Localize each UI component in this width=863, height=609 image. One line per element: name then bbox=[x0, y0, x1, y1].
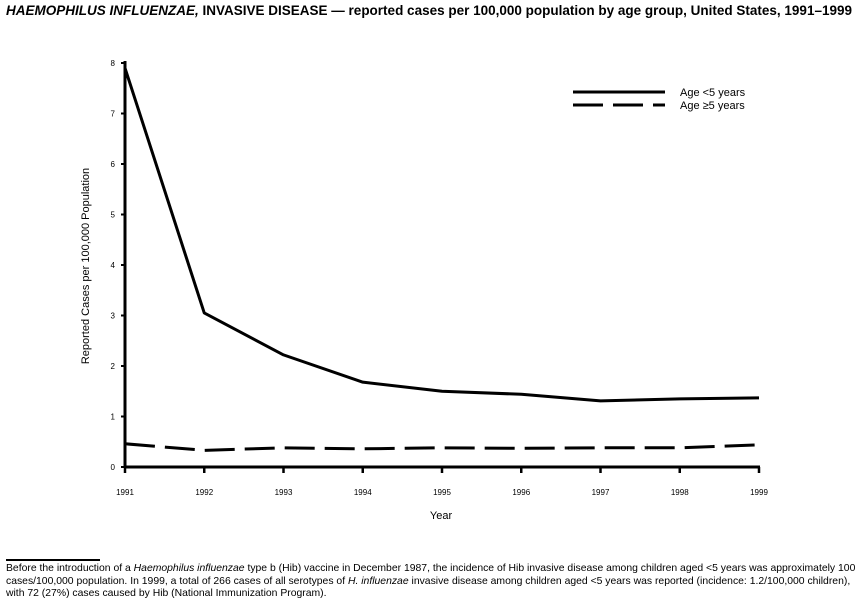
title-italic: HAEMOPHILUS INFLUENZAE, bbox=[6, 3, 199, 18]
x-tick-label: 1992 bbox=[195, 488, 213, 497]
y-tick-label: 2 bbox=[111, 362, 116, 371]
x-tick-label: 1997 bbox=[592, 488, 610, 497]
footnote-italic: H. influenzae bbox=[347, 575, 409, 587]
footnote-text: Before the introduction of a bbox=[6, 563, 134, 574]
x-tick-label: 1993 bbox=[275, 488, 293, 497]
series-line-1 bbox=[124, 442, 760, 452]
series-line-0 bbox=[123, 67, 760, 403]
x-tick-label: 1999 bbox=[750, 488, 768, 497]
y-tick-label: 7 bbox=[111, 110, 116, 119]
y-tick-label: 1 bbox=[111, 413, 116, 422]
x-tick-label: 1996 bbox=[512, 488, 530, 497]
y-tick-label: 0 bbox=[111, 463, 116, 472]
footnote-text: invasive disease among children aged <5 … bbox=[6, 575, 851, 600]
y-tick-label: 6 bbox=[111, 160, 116, 169]
x-tick-label: 1991 bbox=[116, 488, 134, 497]
y-axis-label: Reported Cases per 100,000 Population bbox=[80, 168, 92, 364]
chart-title: HAEMOPHILUS INFLUENZAE, INVASIVE DISEASE… bbox=[6, 3, 856, 19]
y-tick-label: 5 bbox=[111, 211, 116, 220]
line-chart: 0 1 2 3 4 5 6 7 8 1991 1992 1993 1994 1995 1996 1997 199… bbox=[80, 59, 768, 522]
legend-label-1: Age ≥5 years bbox=[680, 100, 745, 112]
x-axis-label: Year bbox=[430, 510, 453, 522]
footnote: Before the introduction of a Haemophilus… bbox=[6, 563, 858, 601]
y-tick-label: 3 bbox=[111, 312, 116, 321]
footnote-text: type b (Hib) vaccine in December 1987, t… bbox=[6, 563, 856, 587]
x-tick-label: 1998 bbox=[671, 488, 689, 497]
footnote-rule bbox=[6, 559, 100, 561]
footnote-italic: Haemophilus influenzae bbox=[133, 563, 245, 574]
x-tick-label: 1994 bbox=[354, 488, 372, 497]
y-tick-label: 8 bbox=[111, 59, 116, 68]
title-text: INVASIVE DISEASE — reported cases per 10… bbox=[198, 3, 852, 18]
x-tick-label: 1995 bbox=[433, 488, 451, 497]
legend-label-0: Age <5 years bbox=[680, 87, 746, 99]
y-tick-label: 4 bbox=[111, 261, 116, 270]
